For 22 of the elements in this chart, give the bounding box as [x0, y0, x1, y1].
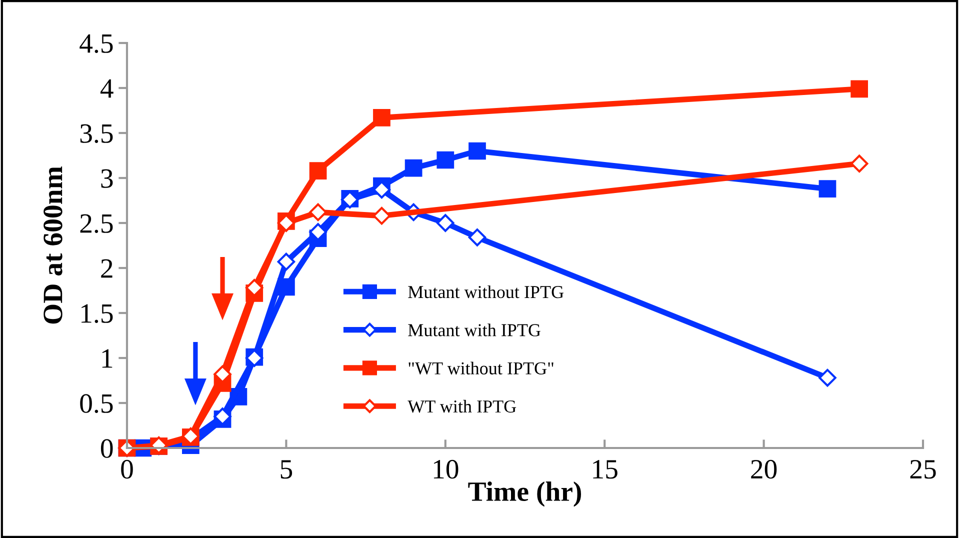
x-tick-label: 5 [280, 460, 292, 479]
x-tick-label: 10 [434, 460, 458, 479]
x-tick-label: 20 [751, 460, 777, 479]
y-tick-label: 2 [101, 259, 112, 278]
legend-label: "WT without IPTG" [408, 362, 554, 375]
y-tick-label: 0 [100, 439, 113, 458]
x-tick-label: 25 [910, 460, 936, 479]
y-tick-label: 2.5 [80, 214, 113, 234]
y-tick-label: 0.5 [80, 394, 113, 414]
y-tick-label: 3.5 [80, 124, 113, 144]
legend-label: WT with IPTG [408, 400, 516, 413]
y-tick-label: 3 [101, 169, 113, 188]
y-tick-label: 1.5 [82, 304, 113, 324]
legend-label: Mutant without IPTG [408, 285, 564, 298]
legend-label: Mutant with IPTG [408, 324, 540, 336]
y-tick-label: 1 [102, 349, 112, 368]
x-axis-title: Time (hr) [468, 482, 582, 507]
x-tick-label: 15 [593, 460, 618, 479]
x-tick-label: 0 [121, 460, 133, 479]
y-tick-label: 4.5 [80, 34, 113, 54]
y-tick-label: 4 [100, 79, 114, 98]
y-axis-title: OD at 600nm [44, 166, 62, 324]
